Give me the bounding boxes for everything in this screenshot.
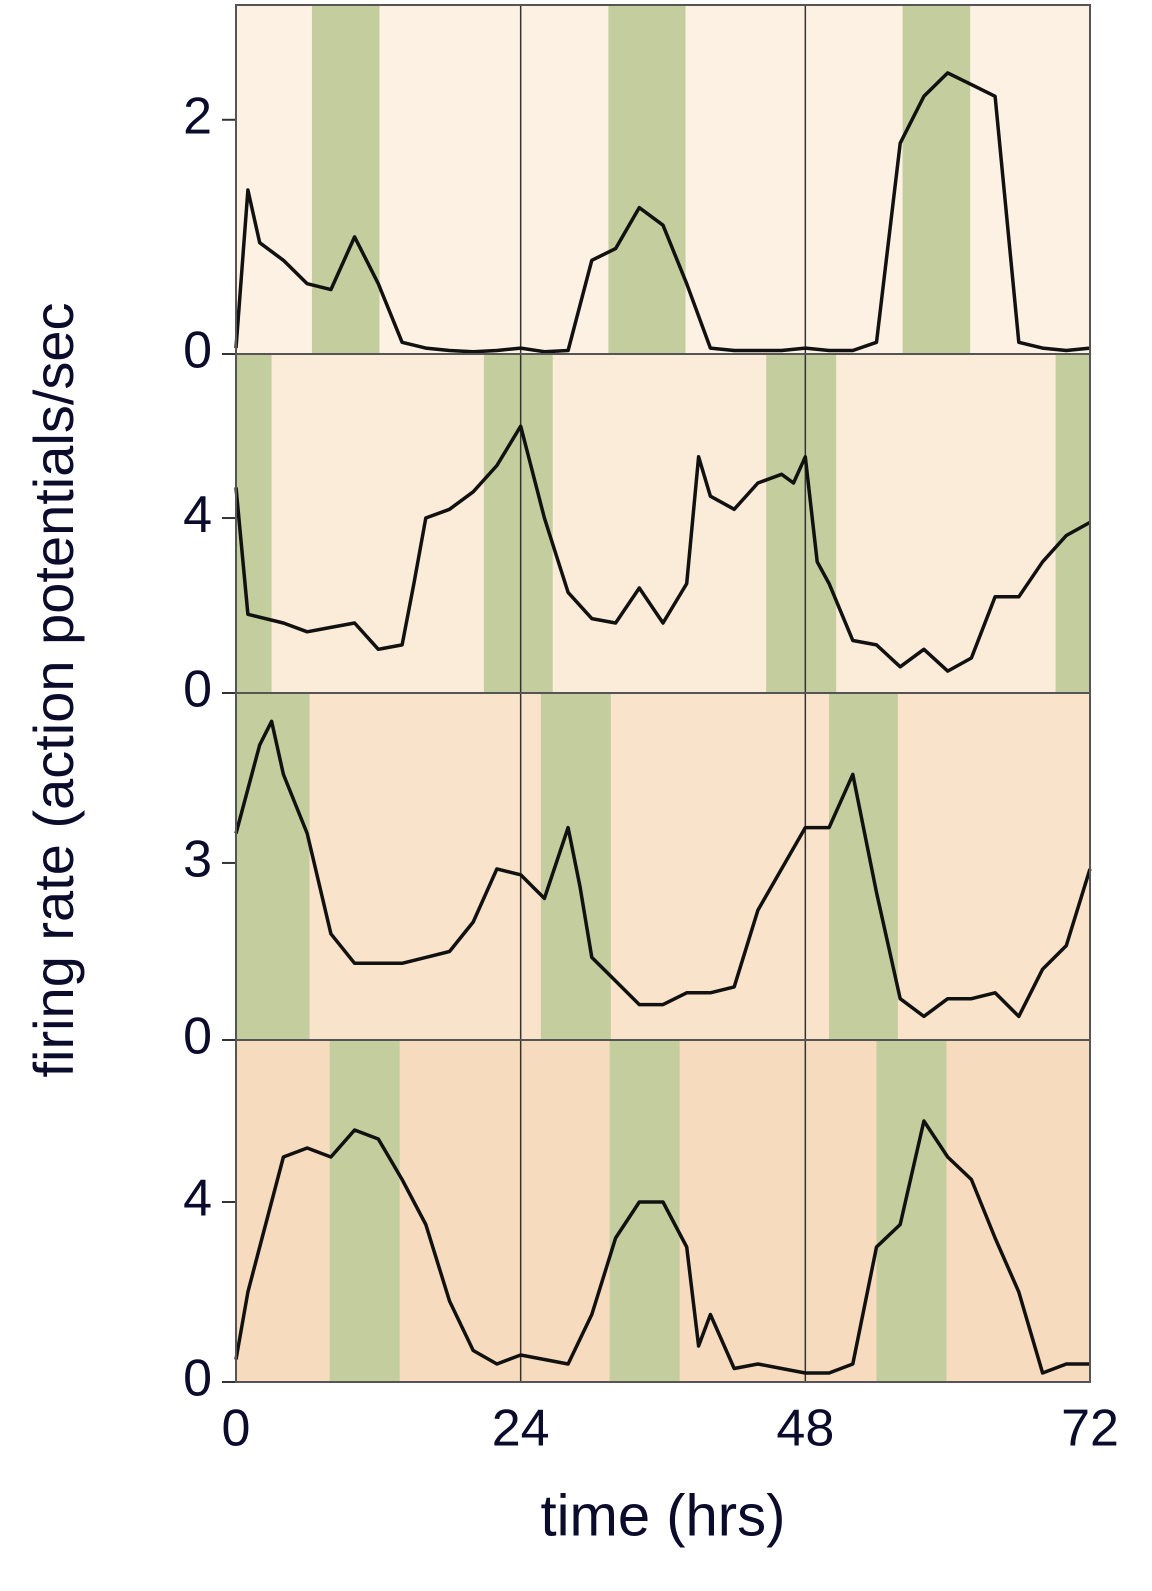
x-tick-label: 24 — [492, 1400, 550, 1458]
y-axis-label: firing rate (action potentials/sec — [22, 302, 85, 1077]
y-tick-label: 3 — [183, 831, 212, 889]
y-tick-label: 0 — [183, 1350, 212, 1408]
panel-background — [236, 693, 1090, 1040]
x-axis-label: time (hrs) — [541, 1483, 786, 1548]
x-tick-label: 0 — [222, 1400, 251, 1458]
y-tick-label: 2 — [183, 88, 212, 146]
shaded-period — [876, 1040, 947, 1382]
shaded-period — [311, 5, 380, 354]
data-line — [234, 71, 1091, 354]
panel-frame — [235, 1039, 1091, 1383]
shaded-period — [766, 354, 837, 693]
y-tick-label: 0 — [183, 322, 212, 380]
data-line — [234, 424, 1091, 673]
shaded-period — [829, 693, 898, 1040]
panel-background — [236, 354, 1090, 693]
shaded-period — [329, 1040, 400, 1382]
x-tick-label: 72 — [1061, 1400, 1119, 1458]
shaded-period — [483, 354, 553, 693]
shaded-period — [608, 5, 686, 354]
shaded-period — [1055, 354, 1090, 693]
y-tick-label: 0 — [183, 661, 212, 719]
shaded-period — [236, 693, 310, 1040]
data-line — [234, 719, 1092, 1019]
x-tick-label: 48 — [776, 1400, 834, 1458]
shaded-period — [236, 354, 272, 693]
data-line — [234, 1119, 1090, 1375]
y-tick-label: 4 — [183, 486, 212, 544]
y-tick-label: 0 — [183, 1008, 212, 1066]
shaded-period — [902, 5, 971, 354]
y-tick-label: 4 — [183, 1170, 212, 1228]
